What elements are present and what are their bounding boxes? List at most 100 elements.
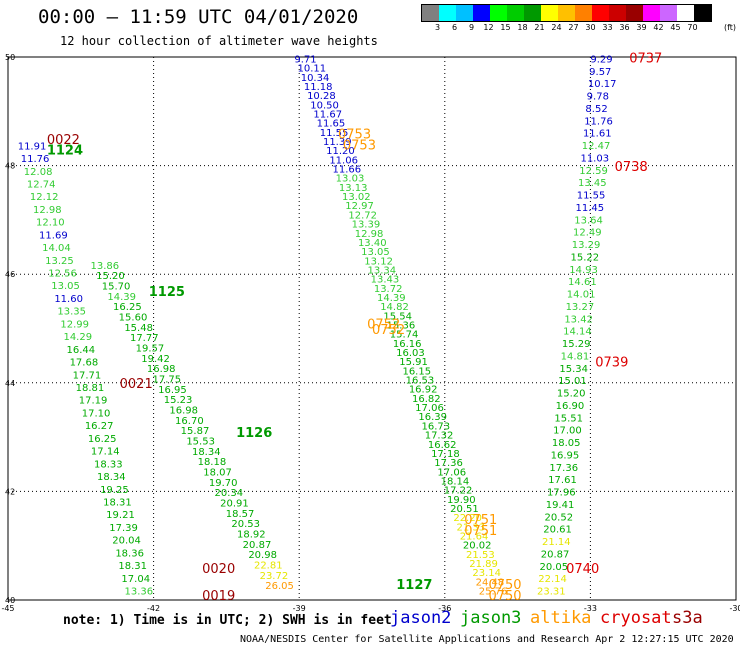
wave-height-value: 17.96 <box>547 488 576 499</box>
wave-height-value: 13.39 <box>352 220 381 231</box>
wave-height-value: 16.90 <box>556 401 585 412</box>
wave-height-value: 16.03 <box>396 348 425 359</box>
wave-height-value: 21.53 <box>466 550 495 561</box>
wave-height-value: 17.68 <box>70 358 99 369</box>
wave-height-value: 15.29 <box>562 339 591 350</box>
wave-height-value: 13.25 <box>45 256 74 267</box>
pass-label: 0739 <box>595 356 628 371</box>
scale-swatch <box>473 5 490 21</box>
pass-label: 1127 <box>396 578 432 593</box>
y-tick-label: 46 <box>5 270 15 279</box>
x-tick-label: -39 <box>293 604 306 613</box>
scale-label: 3 <box>434 23 441 32</box>
wave-height-value: 19.21 <box>106 510 135 521</box>
pass-label: 0753 <box>343 138 376 153</box>
wave-height-value: 14.93 <box>569 265 598 276</box>
wave-height-value: 14.04 <box>42 243 71 254</box>
wave-height-value: 12.08 <box>24 167 53 178</box>
wave-height-value: 17.10 <box>82 408 111 419</box>
wave-height-value: 13.36 <box>124 587 153 598</box>
wave-height-value: 18.07 <box>203 467 232 478</box>
wave-height-value: 19.90 <box>447 495 476 506</box>
scale-label: 27 <box>568 23 579 32</box>
wave-height-value: 15.51 <box>554 413 583 424</box>
wave-height-value: 16.73 <box>422 421 451 432</box>
scale-label: 9 <box>468 23 475 32</box>
wave-height-value: 13.05 <box>361 247 390 258</box>
wave-height-value: 13.12 <box>364 256 393 267</box>
chart-title: 00:00 – 11:59 UTC 04/01/2020 <box>38 6 359 28</box>
scale-swatch <box>694 5 711 21</box>
wave-height-value: 18.33 <box>94 459 123 470</box>
wave-height-value: 11.66 <box>333 165 362 176</box>
wave-height-value: 15.23 <box>164 395 193 406</box>
pass-label: 0751 <box>464 524 497 539</box>
wave-height-value: 13.13 <box>339 183 368 194</box>
wave-height-value: 15.70 <box>102 281 131 292</box>
wave-height-value: 17.39 <box>109 523 138 534</box>
wave-height-value: 11.18 <box>304 82 333 93</box>
wave-height-value: 15.91 <box>399 357 428 368</box>
scale-label: 24 <box>551 23 562 32</box>
wave-height-value: 13.03 <box>336 174 365 185</box>
wave-height-value: 12.98 <box>33 205 62 216</box>
wave-height-value: 13.35 <box>57 307 86 318</box>
wave-height-value: 18.34 <box>97 472 126 483</box>
x-tick-label: -42 <box>147 604 160 613</box>
pass-label: 0750 <box>488 589 521 604</box>
wave-height-value: 17.00 <box>553 426 582 437</box>
wave-height-value: 15.01 <box>558 376 587 387</box>
pass-label: 0753 <box>338 127 371 142</box>
wave-height-value: 17.71 <box>73 370 102 381</box>
wave-height-value: 11.45 <box>576 203 605 214</box>
x-tick-label: -30 <box>729 604 740 613</box>
wave-height-value: 11.61 <box>583 129 612 140</box>
color-scale-bar <box>421 4 712 22</box>
wave-height-value: 9.71 <box>294 54 316 65</box>
pass-label: 1125 <box>149 285 185 300</box>
wave-height-value: 20.91 <box>220 498 249 509</box>
wave-height-value: 15.34 <box>559 364 588 375</box>
wave-height-value: 17.36 <box>434 458 463 469</box>
scale-label: 12 <box>483 23 494 32</box>
wave-height-value: 16.98 <box>147 364 176 375</box>
wave-height-value: 22.14 <box>538 574 567 585</box>
scale-label: 18 <box>517 23 528 32</box>
wave-height-value: 11.55 <box>577 191 606 202</box>
scale-label: 21 <box>534 23 545 32</box>
wave-height-value: 19.41 <box>546 500 575 511</box>
wave-height-value: 23.72 <box>260 571 289 582</box>
pass-label: 0020 <box>202 562 235 577</box>
wave-height-value: 23.31 <box>537 587 566 598</box>
wave-height-value: 11.76 <box>584 116 613 127</box>
wave-height-value: 16.62 <box>428 440 457 451</box>
scale-swatch <box>575 5 592 21</box>
wave-height-value: 13.64 <box>574 215 603 226</box>
scale-swatch <box>439 5 456 21</box>
scale-label: 15 <box>500 23 511 32</box>
scale-swatch <box>422 5 439 21</box>
wave-height-value: 16.95 <box>158 385 187 396</box>
scale-label: 36 <box>619 23 630 32</box>
wave-height-value: 16.98 <box>169 405 198 416</box>
scale-swatch <box>592 5 609 21</box>
x-tick-label: -33 <box>584 604 597 613</box>
scale-swatch <box>558 5 575 21</box>
pass-label: 0021 <box>120 377 153 392</box>
wave-height-value: 9.78 <box>587 92 609 103</box>
color-scale-labels: 3 6 9 12 15 18 21 24 27 30 33 36 39 42 45 70 <box>421 23 698 32</box>
wave-height-value: 21.64 <box>460 532 489 543</box>
wave-height-value: 11.20 <box>326 146 355 157</box>
wave-height-value: 15.48 <box>124 323 153 334</box>
wave-height-value: 12.59 <box>579 166 608 177</box>
wave-height-value: 20.52 <box>544 512 573 523</box>
pass-label: 0738 <box>615 160 648 175</box>
y-tick-label: 50 <box>5 53 15 62</box>
wave-height-value: 14.29 <box>63 332 92 343</box>
wave-height-value: 18.57 <box>226 509 255 520</box>
wave-height-value: 18.81 <box>76 383 105 394</box>
chart-note: note: 1) Time is in UTC; 2) SWH is in fe… <box>63 613 392 628</box>
wave-height-value: 10.34 <box>301 73 330 84</box>
wave-height-value: 16.92 <box>409 385 438 396</box>
